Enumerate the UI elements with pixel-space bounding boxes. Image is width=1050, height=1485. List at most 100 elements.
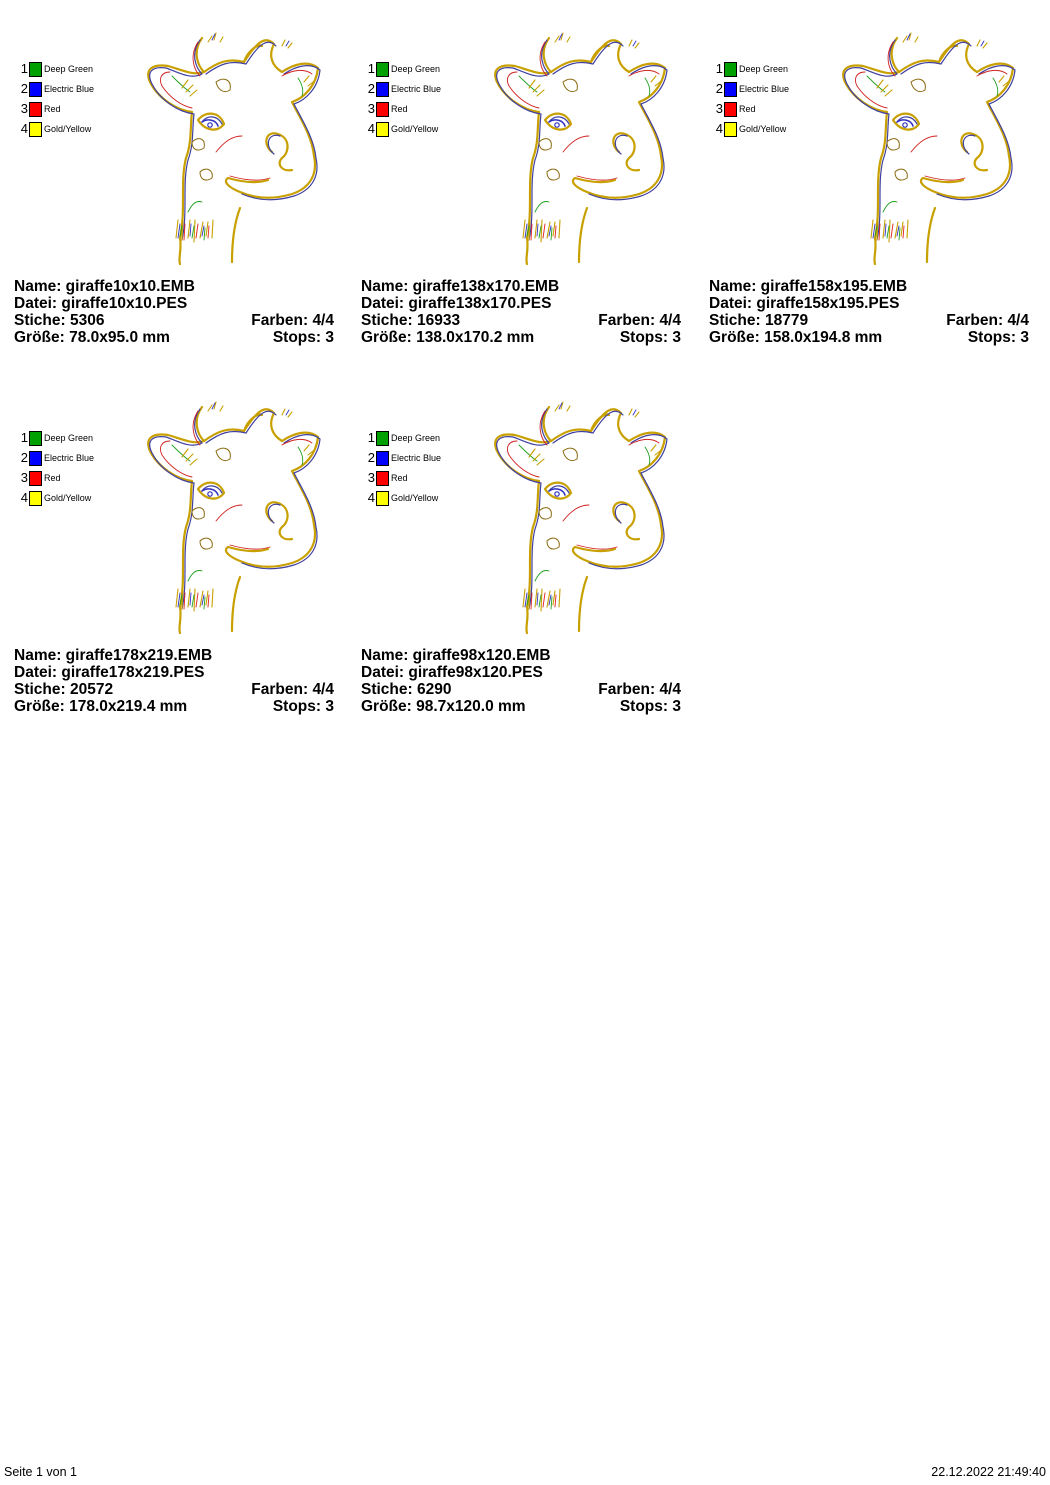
swatch-number: 1: [715, 61, 723, 76]
swatch-color-box: [724, 61, 737, 77]
swatch-color-name: Gold/Yellow: [391, 493, 439, 503]
design-stops: Stops: 3: [619, 329, 681, 346]
swatch-row: 4 Gold/Yellow: [18, 121, 91, 137]
swatch-row: 2 Electric Blue: [18, 81, 94, 97]
design-stops: Stops: 3: [272, 329, 334, 346]
design-stitches: Stiche: 20572: [14, 681, 114, 698]
swatch-number: 1: [367, 61, 375, 76]
swatch-row: 1 Deep Green: [365, 430, 440, 446]
design-info: Name: giraffe98x120.EMB Datei: giraffe98…: [361, 647, 681, 715]
info-row-size: Größe: 178.0x219.4 mm Stops: 3: [14, 698, 334, 715]
design-file: Datei: giraffe98x120.PES: [361, 664, 543, 681]
swatch-number: 3: [715, 101, 723, 116]
swatch-number: 3: [20, 470, 28, 485]
giraffe-embroidery-preview: [494, 401, 668, 635]
design-card: 1 Deep Green 2 Electric Blue 3 Red 4 Gol…: [14, 401, 344, 731]
swatch-color-box: [29, 101, 42, 117]
swatch-row: 1 Deep Green: [365, 61, 440, 77]
swatch-color-name: Gold/Yellow: [391, 124, 439, 134]
swatch-row: 3 Red: [713, 101, 756, 117]
swatch-color-name: Gold/Yellow: [44, 124, 92, 134]
swatch-color-name: Deep Green: [391, 433, 441, 443]
swatch-row: 4 Gold/Yellow: [365, 121, 438, 137]
swatch-color-box: [724, 81, 737, 97]
design-stitches: Stiche: 6290: [361, 681, 452, 698]
giraffe-embroidery-preview: [147, 401, 321, 635]
info-row-file: Datei: giraffe178x219.PES: [14, 664, 334, 681]
swatch-color-name: Red: [739, 104, 756, 114]
design-name: Name: giraffe138x170.EMB: [361, 278, 560, 295]
swatch-color-box: [29, 470, 42, 486]
info-row-name: Name: giraffe158x195.EMB: [709, 278, 1029, 295]
swatch-color-box: [376, 101, 389, 117]
swatch-color-box: [29, 81, 42, 97]
design-file: Datei: giraffe178x219.PES: [14, 664, 205, 681]
swatch-number: 2: [367, 81, 375, 96]
design-name: Name: giraffe98x120.EMB: [361, 647, 551, 664]
swatch-number: 4: [367, 121, 375, 136]
swatch-row: 4 Gold/Yellow: [365, 490, 438, 506]
design-name: Name: giraffe10x10.EMB: [14, 278, 195, 295]
swatch-color-name: Red: [391, 473, 408, 483]
design-card: 1 Deep Green 2 Electric Blue 3 Red 4 Gol…: [361, 401, 691, 731]
info-row-name: Name: giraffe138x170.EMB: [361, 278, 681, 295]
swatch-color-name: Gold/Yellow: [739, 124, 787, 134]
swatch-color-box: [376, 470, 389, 486]
info-row-stitches: Stiche: 6290 Farben: 4/4: [361, 681, 681, 698]
info-row-size: Größe: 78.0x95.0 mm Stops: 3: [14, 329, 334, 346]
swatch-color-name: Red: [391, 104, 408, 114]
swatch-number: 2: [20, 81, 28, 96]
info-row-stitches: Stiche: 16933 Farben: 4/4: [361, 312, 681, 329]
swatch-number: 2: [715, 81, 723, 96]
info-row-size: Größe: 158.0x194.8 mm Stops: 3: [709, 329, 1029, 346]
info-row-file: Datei: giraffe10x10.PES: [14, 295, 334, 312]
page-number: Seite 1 von 1: [4, 1465, 77, 1479]
design-colors: Farben: 4/4: [251, 681, 334, 698]
design-file: Datei: giraffe10x10.PES: [14, 295, 188, 312]
design-size: Größe: 158.0x194.8 mm: [709, 329, 883, 346]
swatch-color-name: Electric Blue: [391, 453, 442, 463]
swatch-number: 4: [20, 490, 28, 505]
giraffe-embroidery-preview: [842, 32, 1016, 266]
swatch-number: 1: [20, 61, 28, 76]
info-row-size: Größe: 138.0x170.2 mm Stops: 3: [361, 329, 681, 346]
swatch-color-name: Deep Green: [44, 64, 94, 74]
swatch-number: 3: [20, 101, 28, 116]
info-row-size: Größe: 98.7x120.0 mm Stops: 3: [361, 698, 681, 715]
swatch-row: 1 Deep Green: [18, 61, 93, 77]
design-info: Name: giraffe178x219.EMB Datei: giraffe1…: [14, 647, 334, 715]
design-colors: Farben: 4/4: [598, 312, 681, 329]
design-info: Name: giraffe138x170.EMB Datei: giraffe1…: [361, 278, 681, 346]
swatch-color-box: [29, 490, 42, 506]
design-stitches: Stiche: 18779: [709, 312, 809, 329]
design-stitches: Stiche: 5306: [14, 312, 105, 329]
info-row-name: Name: giraffe10x10.EMB: [14, 278, 334, 295]
swatch-color-name: Electric Blue: [44, 453, 95, 463]
swatch-color-box: [724, 121, 737, 137]
swatch-color-name: Deep Green: [739, 64, 789, 74]
giraffe-embroidery-preview: [494, 32, 668, 266]
swatch-color-box: [724, 101, 737, 117]
swatch-color-box: [376, 121, 389, 137]
design-stops: Stops: 3: [619, 698, 681, 715]
swatch-color-box: [29, 430, 42, 446]
swatch-color-box: [376, 430, 389, 446]
print-timestamp: 22.12.2022 21:49:40: [931, 1465, 1046, 1479]
swatch-row: 1 Deep Green: [18, 430, 93, 446]
info-row-file: Datei: giraffe98x120.PES: [361, 664, 681, 681]
swatch-row: 3 Red: [365, 101, 408, 117]
swatch-color-name: Deep Green: [391, 64, 441, 74]
swatch-color-name: Deep Green: [44, 433, 94, 443]
design-card: 1 Deep Green 2 Electric Blue 3 Red 4 Gol…: [361, 32, 691, 362]
swatch-row: 2 Electric Blue: [18, 450, 94, 466]
design-card: 1 Deep Green 2 Electric Blue 3 Red 4 Gol…: [14, 32, 344, 362]
giraffe-embroidery-preview: [147, 32, 321, 266]
swatch-row: 3 Red: [18, 470, 61, 486]
design-size: Größe: 138.0x170.2 mm: [361, 329, 535, 346]
design-stops: Stops: 3: [967, 329, 1029, 346]
swatch-color-name: Electric Blue: [391, 84, 442, 94]
design-file: Datei: giraffe138x170.PES: [361, 295, 552, 312]
swatch-row: 1 Deep Green: [713, 61, 788, 77]
swatch-number: 4: [20, 121, 28, 136]
swatch-number: 2: [20, 450, 28, 465]
